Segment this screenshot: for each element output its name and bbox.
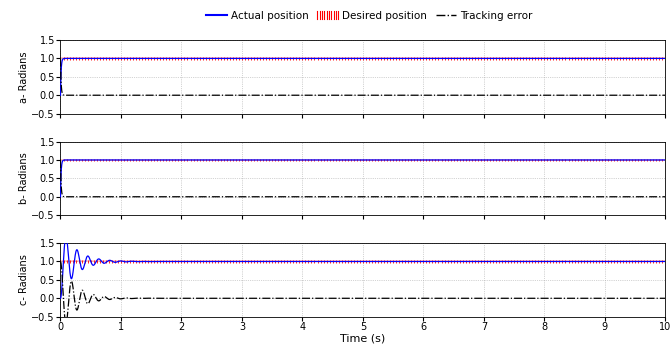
Legend: Actual position, Desired position, Tracking error: Actual position, Desired position, Track… bbox=[202, 7, 537, 25]
X-axis label: Time (s): Time (s) bbox=[340, 334, 386, 344]
Y-axis label: b- Radians: b- Radians bbox=[19, 153, 29, 204]
Y-axis label: c- Radians: c- Radians bbox=[19, 254, 29, 305]
Y-axis label: a- Radians: a- Radians bbox=[19, 51, 29, 103]
